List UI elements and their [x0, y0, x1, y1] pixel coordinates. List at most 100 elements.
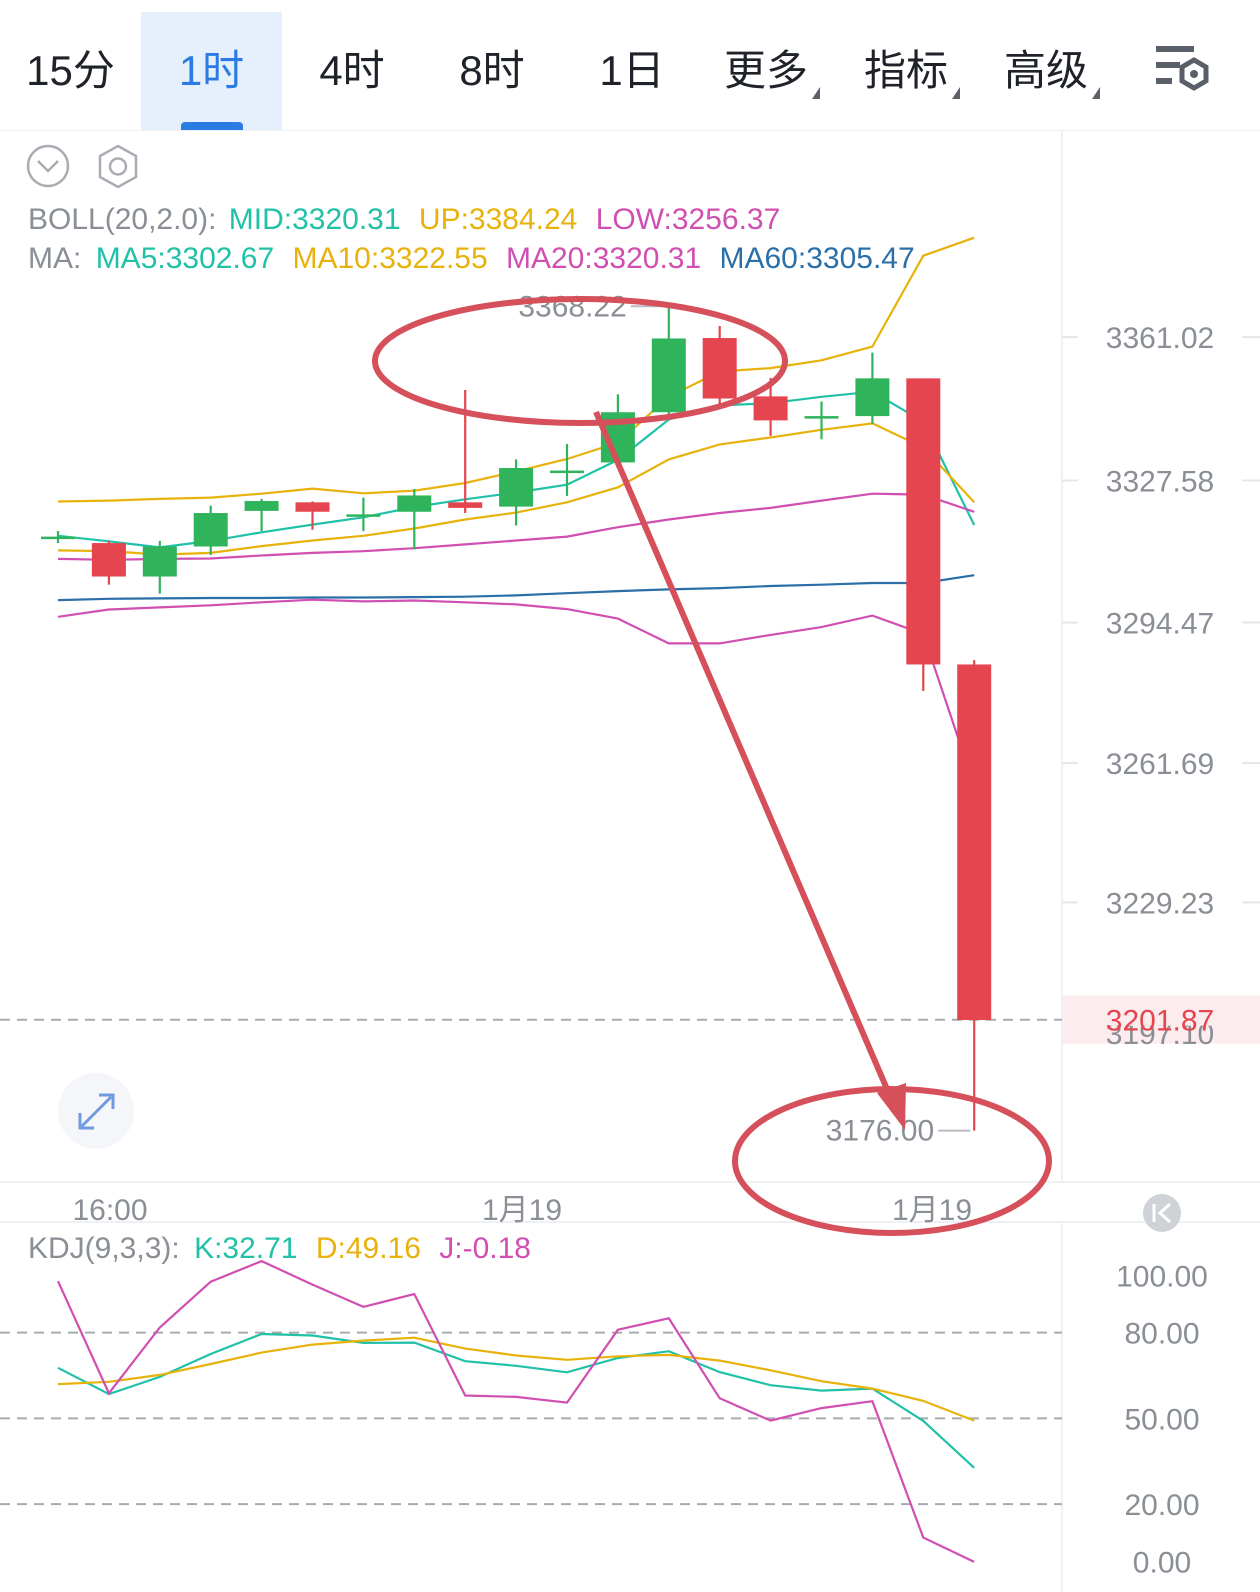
candle — [957, 660, 992, 1131]
kdj-pane: 100.00 80.00 50.00 20.00 0.00 — [0, 1259, 1208, 1579]
tab-8[interactable]: 高级 — [982, 12, 1122, 130]
kdj-y-tick-label: 80.00 — [1124, 1318, 1199, 1351]
y-tick-label: 3229.23 — [1106, 887, 1214, 920]
boll-up: UP:3384.24 — [419, 203, 577, 236]
y-tick-label: 3327.58 — [1106, 466, 1214, 499]
chevron-down-circle-icon[interactable] — [26, 144, 70, 188]
ma20-value: MA20:3320.31 — [506, 242, 701, 275]
candle — [651, 306, 686, 420]
tab-label: 更多 — [723, 47, 808, 94]
current-price-box — [1063, 995, 1260, 1026]
low-price-label: 3176.00 — [826, 1115, 934, 1148]
ma5-value: MA5:3302.67 — [96, 242, 274, 275]
boll-label: BOLL(20,2.0): — [28, 203, 216, 236]
high-price-label: 3368.22 — [518, 290, 626, 323]
x-tick-label: 1月19 — [482, 1194, 562, 1227]
candle-body — [295, 502, 330, 512]
tab-label: 8时 — [459, 47, 525, 94]
candle-body — [906, 378, 941, 665]
tab-label: 指标 — [863, 47, 948, 94]
candle-body — [855, 378, 890, 417]
chart-area: BOLL(20,2.0): MID:3320.31 UP:3384.24 LOW… — [0, 131, 1260, 1592]
candle-body — [651, 338, 686, 413]
candle-body — [91, 543, 126, 577]
candle — [550, 443, 584, 496]
candle — [499, 459, 534, 526]
candle — [142, 540, 177, 594]
candle — [295, 501, 330, 530]
candle-body — [244, 501, 279, 511]
boll-legend: BOLL(20,2.0): MID:3320.31 UP:3384.24 LOW… — [28, 203, 780, 236]
ma-legend: MA: MA5:3302.67 MA10:3322.55 MA20:3320.3… — [28, 242, 915, 275]
y-tick-label: 3261.69 — [1106, 748, 1214, 781]
hexagon-settings-icon[interactable] — [98, 144, 138, 189]
expand-arrows-icon[interactable] — [58, 1073, 134, 1149]
active-tab-indicator — [180, 122, 243, 130]
candle-body — [41, 536, 75, 540]
candle — [397, 489, 432, 550]
kdj-j-value: J:-0.18 — [439, 1232, 531, 1265]
boll-low: LOW:3256.37 — [596, 203, 781, 236]
jump-to-latest-icon[interactable] — [1143, 1194, 1181, 1232]
y-tick-label: 3361.02 — [1106, 322, 1214, 355]
candle — [346, 497, 381, 532]
candle-body — [448, 502, 483, 508]
tab-3[interactable]: 4时 — [282, 12, 422, 130]
candle-body — [957, 664, 992, 1021]
candle-body — [346, 514, 381, 517]
tab-2[interactable]: 1时 — [141, 12, 282, 130]
candle-body — [499, 468, 534, 507]
price-pane: 3368.22 3176.00 3361.02 3327.58 3294.47 3261.… — [0, 236, 1260, 1148]
ma-label: MA: — [28, 242, 81, 275]
annotation-arrow — [593, 410, 899, 1112]
candle-body — [397, 495, 432, 512]
candle — [91, 540, 126, 585]
tab-label: 1日 — [599, 47, 665, 94]
tab-6[interactable]: 更多 — [702, 12, 842, 130]
kdj-y-tick-label: 20.00 — [1124, 1489, 1199, 1522]
current-price-label: 3201.87 — [1106, 1005, 1214, 1038]
kdj-y-tick-label: 50.00 — [1124, 1403, 1199, 1436]
candle-body — [142, 546, 177, 577]
kdj-d-value: D:49.16 — [316, 1232, 421, 1265]
annotation-circle-high — [372, 296, 788, 426]
line-low — [57, 598, 976, 787]
kdj-k-value: K:32.71 — [194, 1232, 297, 1265]
tab-1[interactable]: 15分 — [0, 12, 141, 130]
tab-5[interactable]: 1日 — [562, 12, 702, 130]
ma10-value: MA10:3322.55 — [293, 242, 488, 275]
kdj-label: KDJ(9,3,3): — [28, 1232, 180, 1265]
candle-body — [702, 338, 737, 399]
boll-mid: MID:3320.31 — [229, 203, 401, 236]
candle — [193, 505, 228, 556]
kdj-y-tick-label: 0.00 — [1133, 1546, 1191, 1579]
candle — [855, 352, 890, 424]
tab-7[interactable]: 指标 — [842, 12, 982, 130]
line-ma20 — [57, 492, 975, 561]
kdj-legend: KDJ(9,3,3): K:32.71 D:49.16 J:-0.18 — [28, 1232, 531, 1265]
tab-label: 15分 — [26, 47, 115, 94]
candle — [41, 531, 75, 544]
tab-label: 1时 — [178, 47, 245, 94]
tab-4[interactable]: 8时 — [422, 12, 562, 130]
kdj-line-k — [57, 1332, 975, 1469]
x-tick-label: 1月19 — [892, 1194, 972, 1227]
candle — [906, 378, 941, 692]
dropdown-caret-icon — [812, 87, 820, 99]
tab-label: 高级 — [1003, 47, 1088, 94]
dropdown-caret-icon — [1092, 87, 1100, 99]
candle — [702, 326, 737, 409]
chart-settings-icon[interactable] — [1150, 40, 1220, 100]
candle — [753, 377, 788, 436]
annotation-arrowhead — [877, 1083, 906, 1130]
kdj-y-tick-label: 100.00 — [1116, 1260, 1208, 1293]
candle-body — [193, 513, 228, 547]
timeframe-toolbar: 15分 1时 4时 8时 1日 更多 指标 高级 — [0, 0, 1260, 131]
line-ma60 — [57, 574, 975, 602]
ma60-value: MA60:3305.47 — [720, 242, 915, 275]
candle — [244, 498, 279, 532]
candle — [804, 401, 839, 440]
candle-body — [550, 470, 584, 474]
dropdown-caret-icon — [952, 87, 960, 99]
candle-body — [804, 416, 839, 419]
